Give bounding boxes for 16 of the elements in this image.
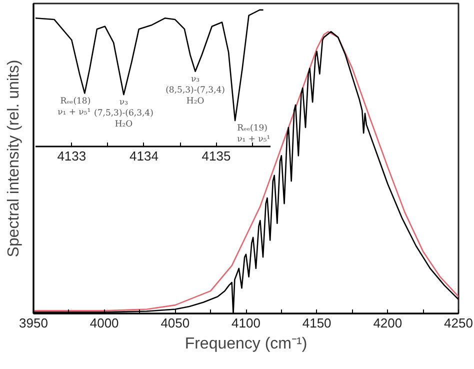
x-tick-label: 3950: [19, 316, 48, 330]
annotation: ν₃ (7,5,3)-(6,3,4) H₂O: [94, 98, 154, 130]
x-tick-label: 4050: [160, 316, 190, 330]
x-tick-label: 4135: [202, 148, 231, 164]
annotation: ν₃ (8,5,3)-(7,3,4) H₂O: [166, 74, 226, 106]
x-tick-label: 4100: [232, 316, 260, 330]
x-tick-label: 4200: [373, 316, 402, 330]
x-tick-label: 4134: [130, 148, 158, 164]
y-axis-title: Spectral intensity (rel. units): [6, 60, 22, 258]
x-tick-label: 4250: [444, 316, 473, 330]
x-tick-label: 4000: [90, 316, 119, 330]
annotation: Rₑₑ(19) ν₁ + ν₅¹: [237, 124, 270, 145]
x-axis-title: Frequency (cm⁻¹): [184, 336, 308, 352]
x-tick-label: 4133: [57, 148, 86, 164]
x-tick-label: 4150: [302, 316, 332, 330]
annotation: Rₑₑ(18) ν₁ + ν₅¹: [58, 96, 91, 118]
